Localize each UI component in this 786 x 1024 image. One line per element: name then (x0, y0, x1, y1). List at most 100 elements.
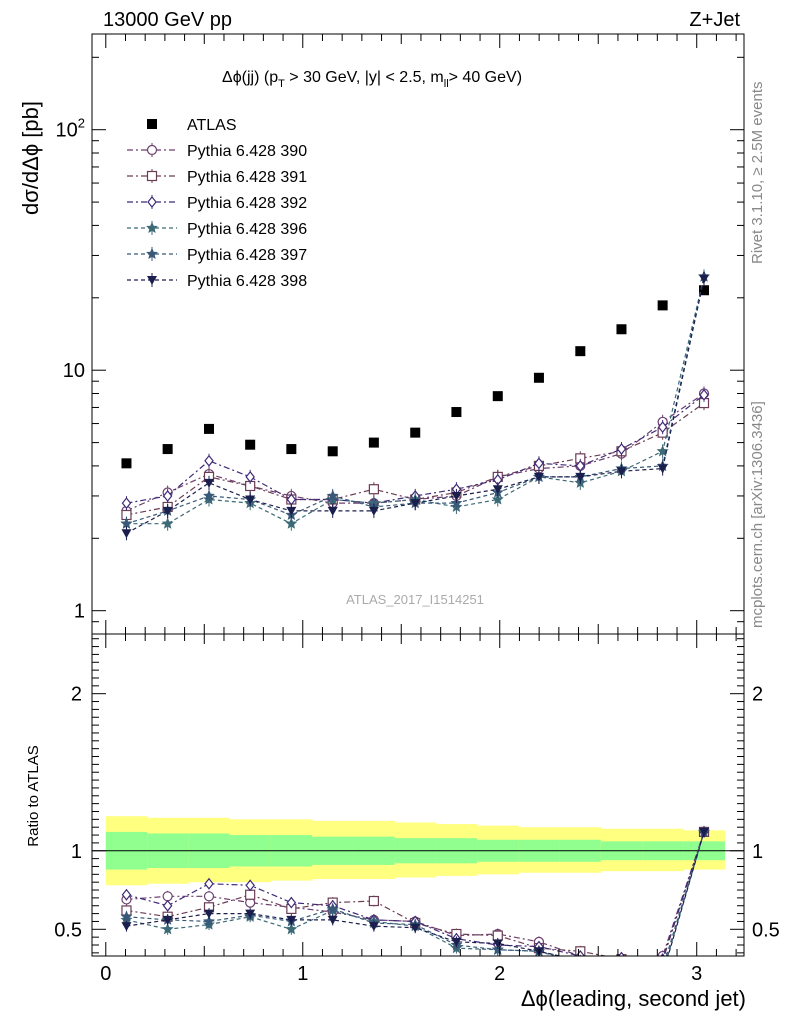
data-point (327, 506, 338, 516)
ratio-point (245, 909, 256, 919)
ratio-point (327, 915, 338, 925)
ratio-point (658, 971, 668, 980)
ratio-point (657, 963, 668, 973)
main-y-tick-label: 102 (56, 116, 85, 142)
ratio-series-line (126, 831, 705, 956)
data-point (699, 285, 710, 296)
legend-label: Pythia 6.428 396 (187, 221, 307, 238)
data-point (699, 274, 710, 284)
ratio-point (162, 899, 173, 912)
legend-marker (146, 247, 158, 260)
data-point (285, 517, 298, 529)
data-point (121, 497, 132, 510)
ratio-point (121, 888, 132, 901)
ratio-point (491, 943, 504, 955)
ratio-point (368, 922, 379, 932)
data-point (451, 407, 462, 418)
legend-label: ATLAS (187, 117, 237, 134)
ratio-point (616, 962, 627, 972)
legend-label: Pythia 6.428 398 (187, 273, 307, 290)
ratio-series-398 (121, 826, 710, 980)
series-398 (121, 271, 710, 541)
data-point (657, 421, 668, 434)
data-point (162, 506, 173, 516)
legend-entry: Pythia 6.428 390 (127, 143, 307, 160)
data-point (204, 423, 215, 434)
data-point (492, 391, 503, 402)
main-y-tick-label: 1 (74, 601, 85, 623)
ratio-point (161, 923, 174, 935)
data-point (203, 489, 215, 502)
ratio-point (326, 902, 339, 914)
analysis-watermark: ATLAS_2017_I1514251 (346, 592, 484, 607)
data-point (286, 444, 297, 455)
data-point (245, 439, 256, 450)
ratio-point (492, 939, 503, 949)
ratio-point (245, 879, 255, 892)
ratio-point (616, 963, 626, 972)
ratio-point (120, 910, 133, 922)
ratio-point (286, 896, 297, 909)
main-y-axis-label: dσ/dΔϕ [pb] (18, 101, 43, 215)
ratio-point (203, 915, 215, 927)
ratio-point (575, 957, 585, 966)
data-point (162, 444, 173, 455)
data-point (410, 499, 421, 509)
ratio-point (204, 877, 214, 890)
legend-marker (147, 119, 157, 129)
x-axis-label: Δϕ(leading, second jet) (521, 986, 746, 1011)
data-point (451, 491, 462, 501)
data-point (121, 458, 132, 469)
data-point (533, 472, 544, 482)
data-point (204, 454, 214, 467)
series-atlas (121, 285, 710, 469)
data-point (657, 300, 668, 311)
ratio-series-line (126, 831, 705, 956)
ratio-point (286, 915, 297, 925)
ratio-y-axis-label: Ratio to ATLAS (25, 745, 42, 846)
data-point (327, 446, 338, 457)
data-point (162, 489, 173, 502)
legend-entry: Pythia 6.428 391 (127, 169, 307, 186)
legend-marker (146, 221, 158, 234)
data-point (534, 457, 544, 470)
main-plot-series (120, 269, 710, 541)
x-tick-label: 0 (100, 963, 111, 985)
legend-marker (146, 170, 158, 182)
x-tick-label: 2 (494, 963, 505, 985)
plot-title-sub: T (278, 78, 285, 90)
ratio-point (162, 891, 173, 902)
data-point (368, 484, 379, 495)
legend-marker (147, 196, 157, 208)
ratio-point (657, 968, 668, 978)
data-point (286, 506, 297, 516)
ratio-point (616, 962, 627, 972)
data-point (699, 388, 709, 401)
ratio-y-tick-label: 1 (71, 841, 82, 863)
data-point (410, 427, 421, 438)
data-point (575, 346, 586, 357)
main-y-tick-label: 10 (63, 360, 85, 382)
ratio-point (121, 922, 132, 932)
data-point (616, 324, 627, 335)
ratio-point (699, 827, 710, 837)
plot-title-main: Δϕ(jj) (p (222, 69, 278, 86)
ratio-point (619, 955, 624, 956)
legend-entry: Pythia 6.428 398 (127, 273, 307, 290)
data-point (492, 485, 503, 495)
data-point (326, 489, 339, 502)
plot-title-sub2: ll (444, 78, 449, 90)
series-392 (121, 387, 709, 511)
ratio-point (162, 915, 173, 925)
plot-title-end: > 40 GeV) (449, 69, 522, 86)
ratio-point (575, 958, 585, 968)
legend-entry: Pythia 6.428 397 (127, 247, 307, 264)
ratio-point (204, 909, 215, 919)
ratio-plot-series (120, 825, 710, 980)
legend-label: Pythia 6.428 392 (187, 195, 307, 212)
ratio-point (368, 895, 379, 907)
header-process-label: Z+Jet (689, 9, 740, 31)
ratio-point (579, 954, 581, 956)
legend-marker (146, 144, 158, 156)
